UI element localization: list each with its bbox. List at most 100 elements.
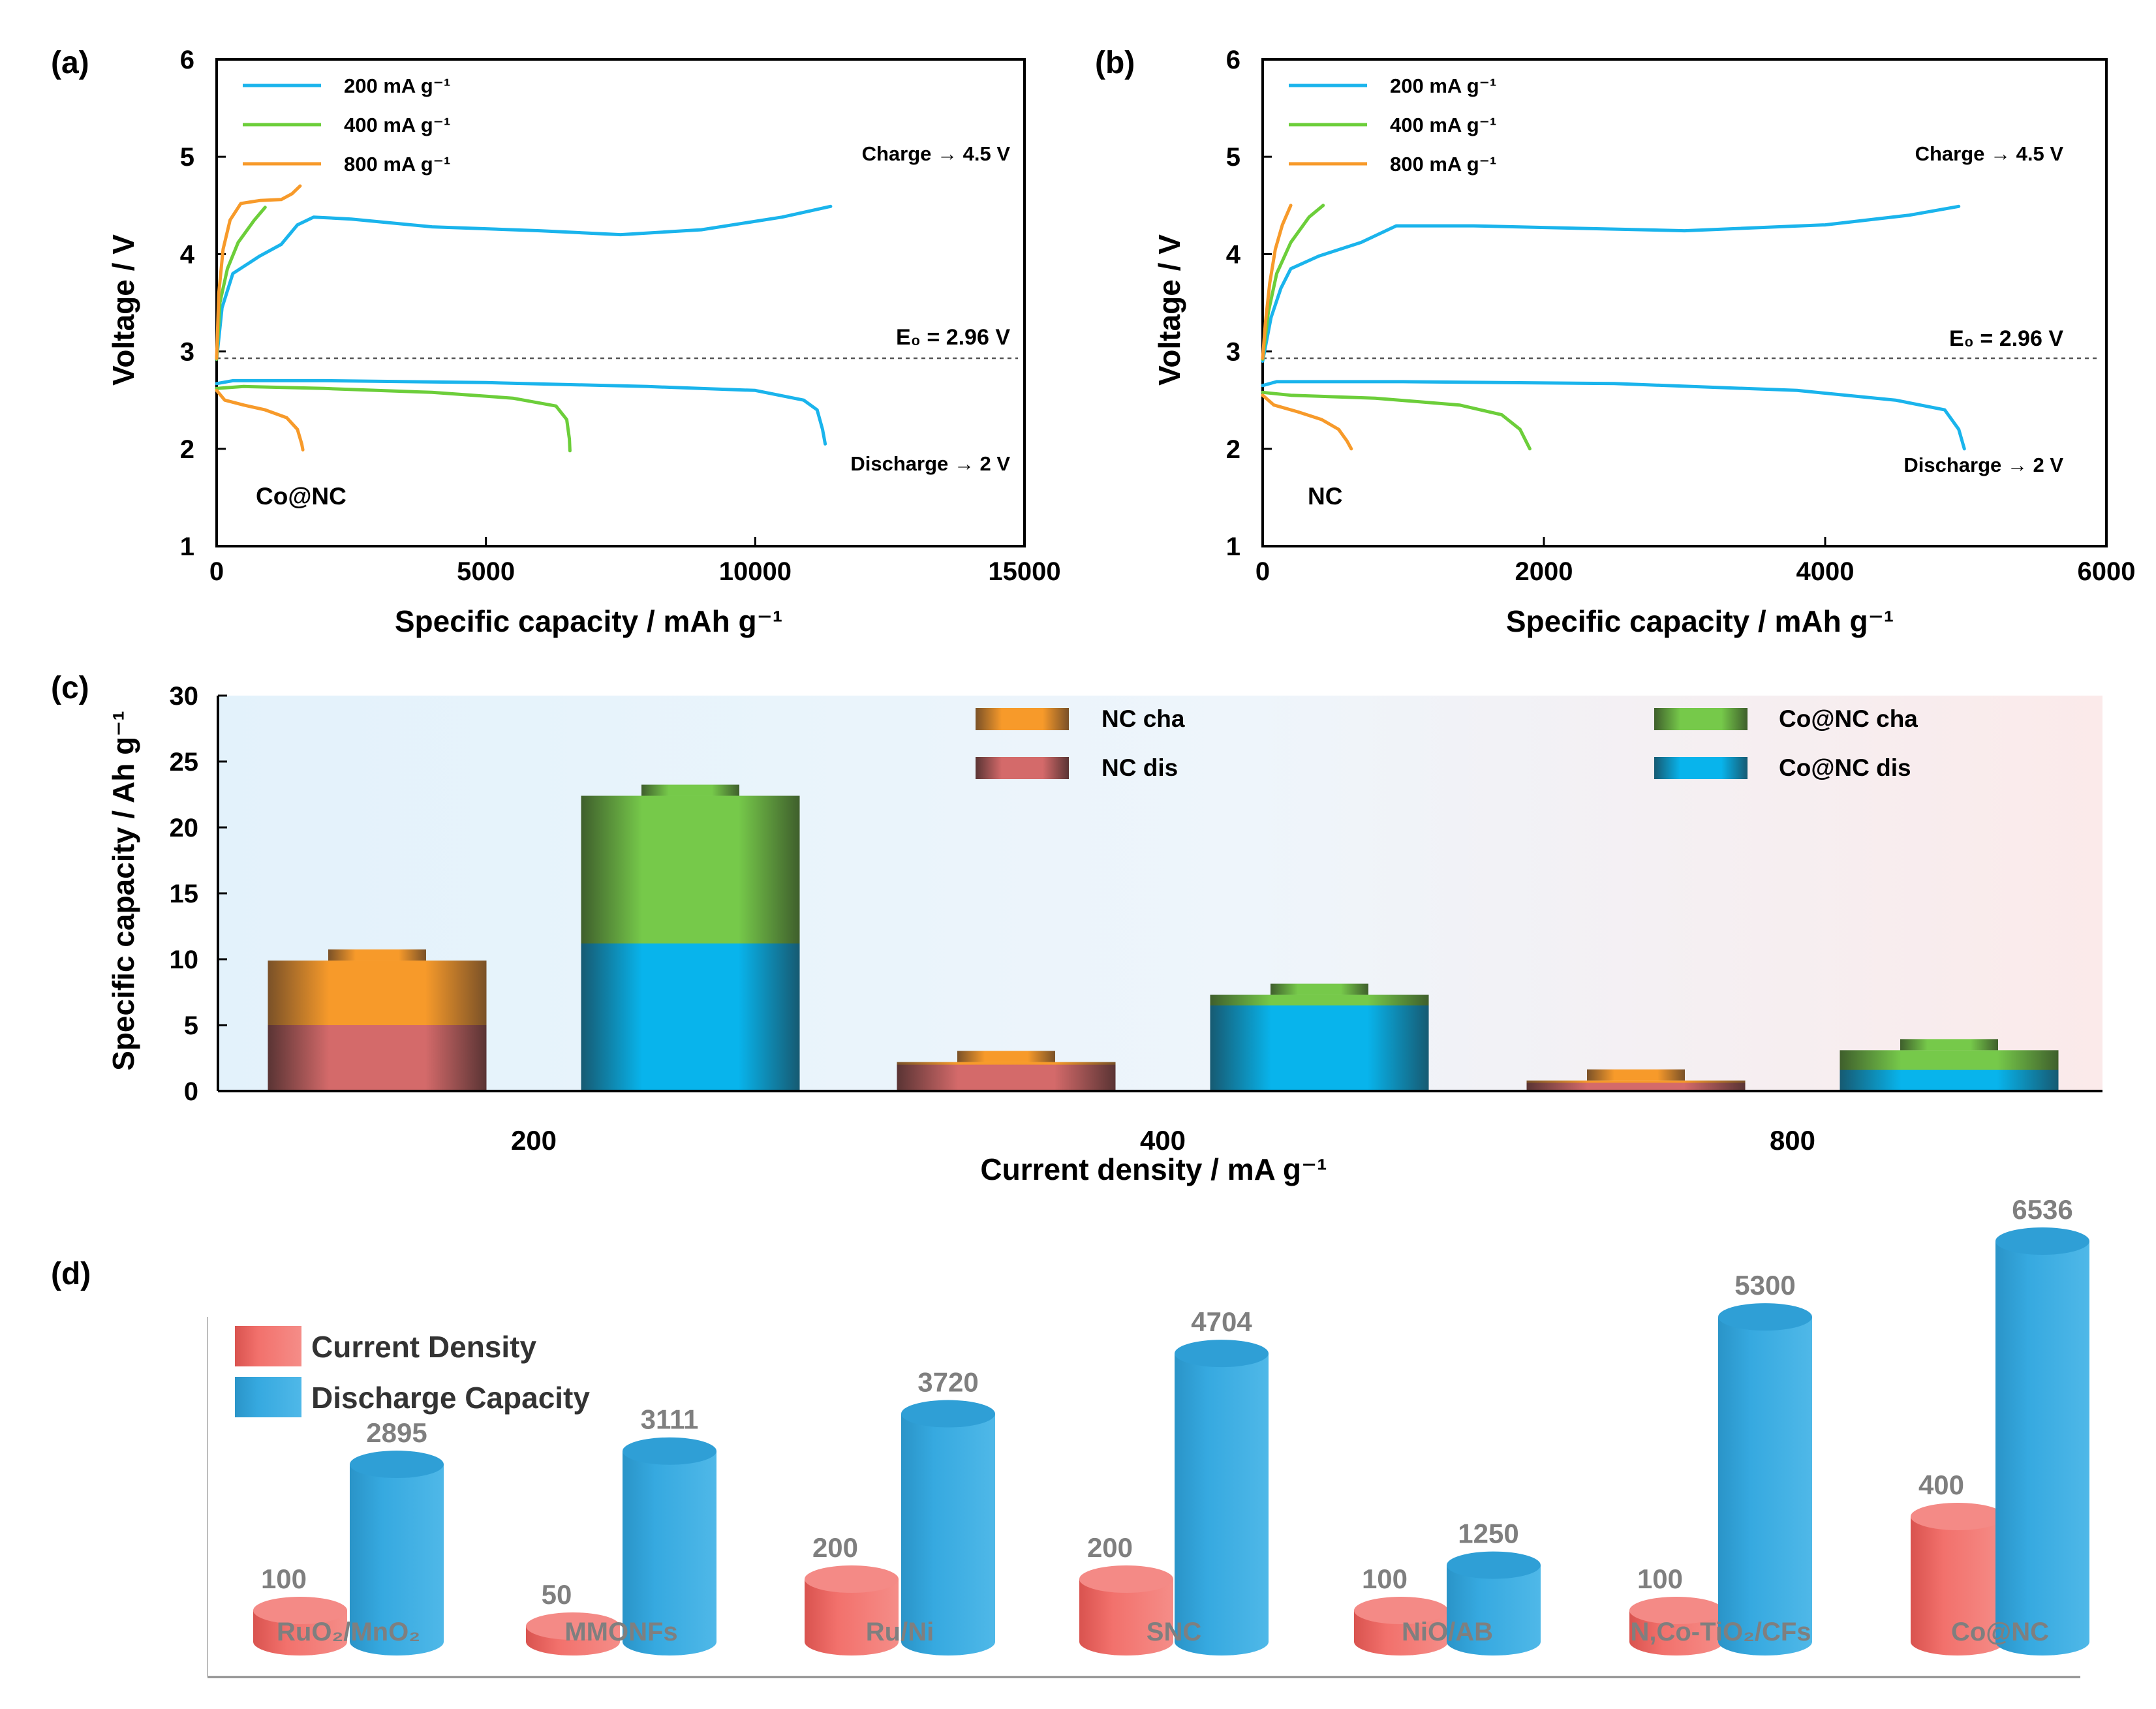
- a-xtick-label: 15000: [988, 557, 1060, 586]
- discharge-capacity-value-label: 3720: [917, 1367, 978, 1398]
- category-label: MMONFs: [564, 1618, 677, 1646]
- b-ytick-label: 2: [1226, 435, 1240, 464]
- discharge-capacity-value-label: 6536: [2012, 1194, 2072, 1225]
- a-frame: [215, 58, 1026, 547]
- panel-c-axes: 0 5 10 15 20 25 30 200 400 800: [170, 682, 2102, 1156]
- panel-c-bars: [268, 784, 2059, 1091]
- panel-d-label: (d): [51, 1257, 91, 1291]
- b-xtick-label: 2000: [1515, 557, 1573, 586]
- discharge-capacity-cylinder-top: [1175, 1340, 1269, 1368]
- current-density-cylinder-top: [253, 1597, 347, 1624]
- c-ytick-label: 20: [170, 814, 199, 842]
- a-ytick-label: 2: [180, 435, 194, 464]
- panel-c-label: (c): [51, 671, 89, 705]
- c-ytick-label: 25: [170, 748, 199, 777]
- discharge-capacity-cylinder-body: [350, 1464, 444, 1655]
- b-ytick-label: 3: [1226, 338, 1240, 367]
- panel-b-e0-label: E₀ = 2.96 V: [1949, 326, 2063, 351]
- current-density-cylinder-body: [1079, 1579, 1173, 1655]
- discharge-capacity-value-label: 3111: [641, 1404, 699, 1435]
- discharge-capacity-cylinder-top: [623, 1437, 716, 1465]
- panel-a-xlabel: Specific capacity / mAh g⁻¹: [395, 604, 782, 638]
- conc-cha-bar-cap: [1900, 1039, 1998, 1051]
- panel-a-label: (a): [51, 46, 89, 80]
- discharge-capacity-cylinder-body: [901, 1413, 995, 1655]
- c-ytick-label: 5: [184, 1011, 198, 1040]
- b-legend-label: 400 mA g⁻¹: [1390, 114, 1496, 136]
- current-density-cylinder-top: [526, 1612, 620, 1640]
- panel-c-background: [218, 696, 2102, 1091]
- b-frame: [1261, 58, 2108, 547]
- nc-dis-bar: [268, 1025, 487, 1091]
- c-ytick-label: 0: [184, 1077, 198, 1106]
- d-legend-label: Current Density: [311, 1330, 536, 1364]
- category-label: RuO₂/MnO₂: [277, 1618, 420, 1646]
- panel-d-cylinders: 100 2895 RuO₂/MnO₂ 50 3111 MMONFs 200 3720 Ru/Ni…: [253, 1194, 2089, 1655]
- panel-b-ylabel: Voltage / V: [1152, 234, 1186, 386]
- nc-cha-bar-cap: [1587, 1069, 1685, 1081]
- c-legend-swatch: [976, 708, 1069, 730]
- c-legend-label: NC cha: [1101, 705, 1185, 732]
- b-xtick-label: 6000: [2078, 557, 2136, 586]
- c-category-label: 200: [511, 1125, 557, 1156]
- c-legend-label: Co@NC cha: [1779, 705, 1918, 732]
- current-density-value-label: 200: [812, 1532, 858, 1563]
- current-density-cylinder-top: [1079, 1565, 1173, 1593]
- discharge-capacity-cylinder-body: [1175, 1353, 1269, 1655]
- current-density-value-label: 400: [1918, 1470, 1964, 1500]
- discharge-capacity-cylinder-body: [1718, 1317, 1812, 1655]
- a-ytick-label: 3: [180, 338, 194, 367]
- nc-cha-bar-cap: [957, 1051, 1055, 1062]
- panel-a-legend: 200 mA g⁻¹ 400 mA g⁻¹ 800 mA g⁻¹: [243, 74, 450, 176]
- panel-b-xlabel: Specific capacity / mAh g⁻¹: [1506, 604, 1894, 638]
- c-legend-swatch: [976, 757, 1069, 779]
- conc-dis-bar: [581, 943, 800, 1091]
- conc-cha-bar-cap: [641, 784, 739, 796]
- panel-a-sample-label: Co@NC: [256, 483, 346, 510]
- discharge-capacity-cylinder-body: [1447, 1565, 1541, 1655]
- b-ytick-label: 5: [1226, 143, 1240, 172]
- nc-dis-bar: [1526, 1083, 1746, 1091]
- b-curve-charge-2: [1261, 204, 1293, 360]
- a-curve-charge-2: [215, 184, 302, 360]
- a-ytick-label: 5: [180, 143, 194, 172]
- panel-a-tick-labels: 0 5000 10000 15000 1 2 3 4 5 6: [180, 46, 1061, 586]
- c-ytick-label: 30: [170, 682, 199, 711]
- panel-b-sample-label: NC: [1308, 483, 1342, 510]
- conc-dis-bar: [1840, 1070, 2059, 1091]
- discharge-capacity-cylinder-top: [901, 1400, 995, 1428]
- current-density-cylinder-body: [805, 1579, 899, 1655]
- panel-c-xlabel: Current density / mA g⁻¹: [980, 1152, 1327, 1186]
- panel-b-label: (b): [1095, 46, 1135, 80]
- current-density-value-label: 200: [1087, 1532, 1133, 1563]
- a-ytick-label: 6: [180, 46, 194, 74]
- a-legend-label: 200 mA g⁻¹: [344, 74, 450, 97]
- a-curve-discharge-2: [215, 388, 305, 452]
- b-curve-discharge-0: [1261, 380, 1966, 451]
- panel-a-plot-area: [215, 58, 1026, 547]
- discharge-capacity-value-label: 5300: [1734, 1270, 1795, 1301]
- panel-b-legend: 200 mA g⁻¹ 400 mA g⁻¹ 800 mA g⁻¹: [1289, 74, 1496, 176]
- panel-a-ylabel: Voltage / V: [106, 234, 140, 386]
- c-category-label: 400: [1140, 1125, 1186, 1156]
- b-xtick-label: 0: [1255, 557, 1270, 586]
- category-label: N,Co-TiO₂/CFs: [1630, 1618, 1811, 1646]
- b-curve-discharge-2: [1261, 393, 1353, 451]
- conc-cha-bar-cap: [1270, 983, 1368, 995]
- a-xtick-label: 10000: [719, 557, 792, 586]
- b-ytick-label: 6: [1226, 46, 1240, 74]
- d-legend-label: Discharge Capacity: [311, 1381, 590, 1415]
- panel-c-ylabel: Specific capacity / Ah g⁻¹: [106, 711, 140, 1071]
- panel-c-capacity-bars: (c) 0 5 10 15 20 25 30 200 400 800 Current densit…: [51, 671, 2102, 1186]
- discharge-capacity-cylinder-top: [350, 1451, 444, 1479]
- panel-a-e0-label: E₀ = 2.96 V: [896, 325, 1010, 350]
- d-legend-swatch: [235, 1377, 301, 1417]
- panel-a-voltage-profile-co-nc: (a) 0 5000 10000 15000 1 2 3 4 5 6 Specific capac…: [51, 46, 1061, 638]
- discharge-capacity-value-label: 4704: [1191, 1306, 1252, 1337]
- d-legend-swatch: [235, 1326, 301, 1366]
- b-legend-label: 800 mA g⁻¹: [1390, 153, 1496, 176]
- a-curve-charge-1: [215, 206, 267, 361]
- a-curve-charge-0: [215, 204, 833, 361]
- panel-b-voltage-profile-nc: (b) 0 2000 4000 6000 1 2 3 4 5 6 Specific capacit…: [1095, 46, 2135, 638]
- nc-dis-bar: [897, 1064, 1116, 1091]
